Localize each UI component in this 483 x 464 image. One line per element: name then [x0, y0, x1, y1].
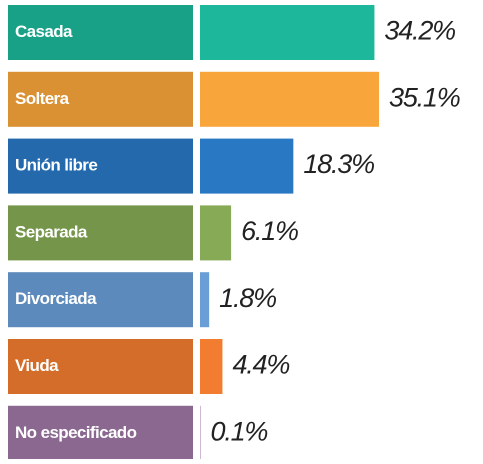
category-box	[8, 339, 193, 394]
category-shade	[8, 138, 193, 194]
category-label: No especificado	[15, 423, 137, 442]
category-box	[8, 272, 193, 328]
category-box	[8, 405, 193, 461]
category-shade	[8, 339, 193, 394]
category-box	[8, 5, 193, 60]
bar	[200, 339, 223, 394]
value-label: 6.1%	[241, 216, 298, 246]
category-label: Unión libre	[15, 156, 97, 175]
category-box	[8, 205, 193, 261]
value-label: 35.1%	[389, 82, 460, 112]
bar	[200, 5, 375, 60]
category-label: Soltera	[15, 89, 70, 108]
category-label: Separada	[15, 222, 88, 241]
category-shade	[8, 205, 193, 261]
category-box	[8, 138, 193, 194]
bar	[200, 405, 201, 461]
category-shade	[8, 5, 193, 60]
value-label: 4.4%	[232, 350, 289, 380]
bar	[200, 272, 210, 328]
category-shade	[8, 71, 193, 127]
category-label: Divorciada	[15, 289, 97, 308]
category-box	[8, 71, 193, 127]
value-label: 34.2%	[384, 16, 455, 46]
bar	[200, 205, 232, 261]
bar	[200, 138, 294, 194]
value-label: 0.1%	[211, 416, 268, 446]
value-label: 1.8%	[219, 283, 276, 313]
category-shade	[8, 272, 193, 328]
category-shade	[8, 405, 193, 461]
category-label: Viuda	[15, 356, 59, 375]
category-label: Casada	[15, 22, 73, 41]
value-label: 18.3%	[303, 149, 374, 179]
bar	[200, 71, 380, 127]
